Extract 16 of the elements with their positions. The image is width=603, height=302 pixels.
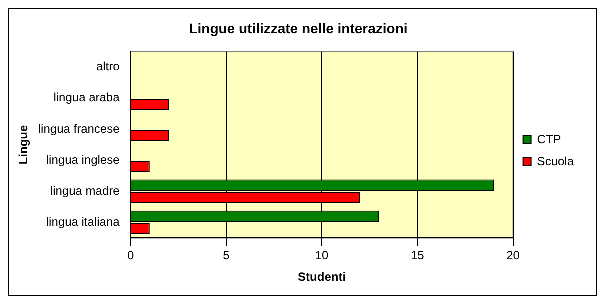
x-tick-label: 5	[223, 248, 230, 263]
x-axis-title: Studenti	[298, 270, 346, 284]
legend-label: Scuola	[537, 154, 574, 168]
y-axis-title: Lingue	[16, 125, 31, 165]
y-tick-label: lingua francese	[38, 122, 120, 136]
x-tick-label: 0	[127, 248, 134, 263]
y-tick-label: lingua araba	[54, 90, 120, 105]
y-tick-label: altro	[96, 60, 120, 74]
x-tick-label: 15	[411, 248, 425, 263]
x-tick-label: 10	[315, 248, 330, 263]
x-tick-label: 20	[506, 248, 520, 263]
legend-label: CTP	[537, 132, 562, 146]
chart-title: Lingue utilizzate nelle interazioni	[189, 20, 408, 36]
y-tick-label: lingua inglese	[46, 152, 120, 167]
y-tick-label: lingua madre	[50, 184, 120, 198]
y-tick-label: lingua italiana	[46, 214, 120, 229]
